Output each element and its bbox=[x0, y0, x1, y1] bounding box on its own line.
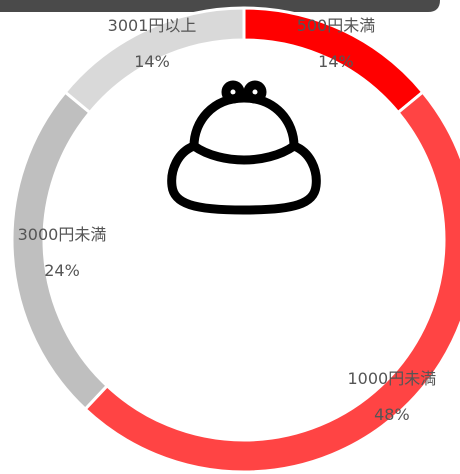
value-label: 48% bbox=[374, 405, 410, 424]
value-label: 14% bbox=[134, 52, 170, 71]
labels: 500円未満 14% 1000円未満 48% 3000円未満 24% 3001円以上 14% bbox=[18, 16, 437, 424]
slice-label: 500円未満 bbox=[297, 16, 376, 35]
value-label: 24% bbox=[44, 261, 80, 280]
purse-icon bbox=[167, 80, 321, 215]
header-bar bbox=[0, 0, 440, 12]
slice bbox=[63, 6, 246, 115]
slice-label: 1000円未満 bbox=[347, 369, 436, 388]
value-label: 14% bbox=[318, 52, 354, 71]
slice-label: 3000円未満 bbox=[18, 225, 107, 244]
slice bbox=[10, 90, 110, 412]
slice-label: 3001円以上 bbox=[108, 16, 197, 35]
donut bbox=[10, 6, 460, 474]
